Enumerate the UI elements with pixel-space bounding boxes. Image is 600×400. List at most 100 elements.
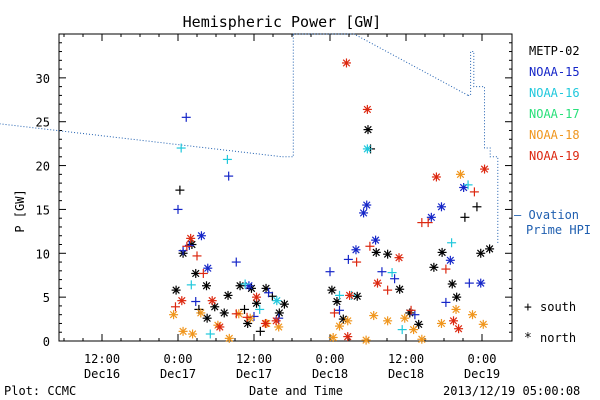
ovation-legend-line2: Prime HPI (526, 223, 591, 237)
south-point-noaa-16 (387, 268, 397, 278)
north-point-metp-02 (191, 268, 201, 278)
south-point-metp-02 (472, 202, 482, 212)
north-point-metp-02 (274, 308, 284, 318)
north-point-noaa-19 (343, 332, 353, 342)
north-point-metp-02 (187, 240, 197, 250)
south-point-noaa-15 (249, 311, 259, 321)
x-tick-label-time: 0:00 (468, 352, 497, 366)
y-tick-label: 20 (36, 160, 50, 174)
south-point-metp-02 (175, 185, 185, 195)
south-point-noaa-19 (383, 285, 393, 295)
north-point-noaa-15 (426, 212, 436, 222)
south-point-noaa-15 (173, 204, 183, 214)
north-point-noaa-19 (260, 318, 270, 328)
legend: METP-02 NOAA-15 NOAA-16 NOAA-17 NOAA-18 NOAA-… (529, 44, 580, 163)
x-tick-label-time: 12:00 (84, 352, 120, 366)
south-point-noaa-15 (264, 288, 274, 298)
north-point-noaa-18 (417, 334, 427, 344)
legend-entry-noaa-19: NOAA-19 (529, 149, 580, 163)
south-point-noaa-15 (343, 254, 353, 264)
north-point-noaa-18 (188, 329, 198, 339)
north-point-noaa-19 (207, 296, 217, 306)
north-point-noaa-19 (177, 296, 187, 306)
north-point-metp-02 (429, 262, 439, 272)
south-point-noaa-15 (325, 267, 335, 277)
south-point-noaa-16 (240, 279, 250, 289)
y-axis-label: P [GW] (13, 189, 27, 232)
south-point-noaa-15 (410, 310, 420, 320)
north-point-noaa-19 (252, 292, 262, 302)
x-tick-label-date: Dec16 (84, 367, 120, 381)
plot-axes: 05101520253012:00Dec160:00Dec1712:00Dec1… (36, 33, 513, 381)
north-point-noaa-18 (335, 321, 344, 331)
ovation-hpi-segment (282, 34, 294, 158)
north-point-metp-02 (371, 247, 381, 257)
south-point-noaa-15 (178, 246, 188, 256)
plot-frame (58, 33, 513, 342)
south-point-noaa-15 (377, 267, 387, 277)
south-point-noaa-16 (335, 290, 344, 300)
south-point-noaa-16 (447, 238, 457, 248)
south-point-noaa-16 (255, 304, 265, 314)
north-point-noaa-18 (451, 304, 461, 314)
south-point-noaa-19 (242, 312, 252, 322)
x-tick-label-date: Dec18 (388, 367, 424, 381)
north-marker-symbol: * (524, 331, 532, 346)
north-point-metp-02 (327, 285, 337, 295)
north-point-noaa-19 (271, 316, 281, 326)
north-point-noaa-19 (454, 324, 464, 334)
south-point-noaa-16 (463, 180, 473, 190)
south-point-noaa-19 (406, 305, 416, 315)
x-tick-label-time: 12:00 (388, 352, 424, 366)
legend-entry-noaa-15: NOAA-15 (529, 65, 580, 79)
south-point-noaa-16 (205, 329, 215, 339)
north-point-noaa-18 (178, 326, 188, 336)
south-point-noaa-19 (192, 251, 202, 261)
south-point-noaa-15 (231, 257, 241, 267)
north-point-metp-02 (235, 281, 245, 291)
south-point-noaa-19 (182, 241, 192, 251)
north-point-metp-02 (395, 284, 405, 294)
south-point-noaa-15 (181, 112, 191, 122)
south-marker-label: south (540, 300, 576, 314)
south-point-noaa-19 (441, 264, 451, 274)
south-point-noaa-19 (469, 187, 479, 197)
north-point-metp-02 (452, 292, 462, 302)
south-point-noaa-16 (397, 325, 407, 335)
north-point-noaa-19 (345, 290, 355, 300)
north-point-metp-02 (363, 125, 373, 135)
north-point-noaa-19 (362, 104, 372, 114)
south-marker-symbol: + (524, 300, 532, 315)
north-point-noaa-19 (480, 164, 490, 174)
x-tick-label-time: 12:00 (236, 352, 272, 366)
north-point-metp-02 (261, 283, 271, 293)
south-point-noaa-19 (329, 308, 339, 318)
north-point-noaa-19 (394, 253, 404, 263)
north-point-noaa-16 (272, 296, 282, 306)
south-point-noaa-15 (335, 305, 344, 315)
north-point-metp-02 (476, 248, 486, 258)
north-point-noaa-15 (196, 231, 206, 241)
north-point-noaa-18 (383, 316, 393, 326)
chart-title: Hemispheric Power [GW] (183, 13, 382, 31)
north-point-metp-02 (279, 299, 289, 309)
north-point-metp-02 (202, 313, 212, 323)
south-point-noaa-15 (224, 171, 234, 181)
north-point-noaa-15 (203, 263, 213, 273)
north-point-noaa-18 (224, 333, 234, 343)
x-tick-label-date: Dec18 (312, 367, 348, 381)
north-point-noaa-18 (478, 319, 488, 329)
north-point-noaa-15 (476, 278, 486, 288)
south-point-noaa-19 (423, 218, 433, 228)
north-point-noaa-16 (362, 144, 372, 154)
y-tick-label: 5 (43, 291, 50, 305)
plot-timestamp: 2013/12/19 05:00:08 (443, 384, 580, 398)
north-point-noaa-18 (436, 318, 446, 328)
north-point-noaa-18 (369, 311, 379, 321)
north-point-metp-02 (447, 279, 457, 289)
ovation-hpi-segment (293, 33, 469, 96)
y-tick-label: 10 (36, 247, 50, 261)
south-point-metp-02 (255, 326, 265, 336)
south-point-noaa-15 (191, 297, 201, 307)
